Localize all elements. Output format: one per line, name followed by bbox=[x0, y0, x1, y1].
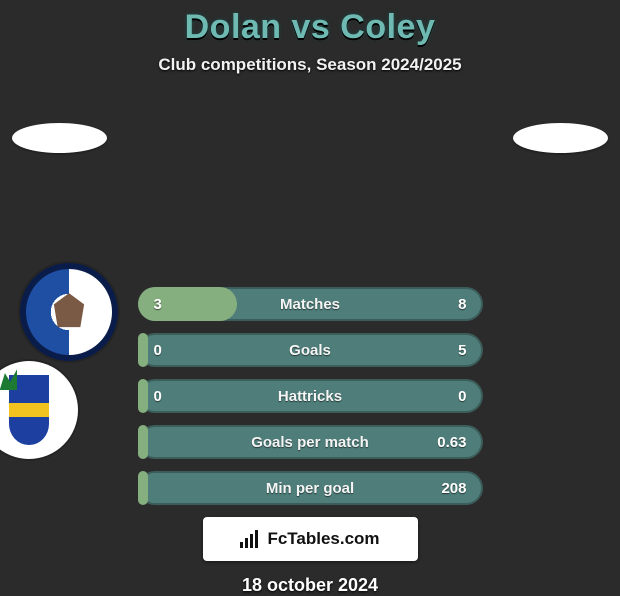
comparison-card: Dolan vs Coley Club competitions, Season… bbox=[0, 0, 620, 596]
stat-value-right: 0 bbox=[458, 388, 466, 405]
date-label: 18 october 2024 bbox=[0, 575, 620, 596]
branding-box: FcTables.com bbox=[203, 517, 418, 561]
stat-value-right: 0.63 bbox=[437, 434, 466, 451]
club-badge-right bbox=[0, 361, 78, 459]
stat-label: Goals per match bbox=[140, 434, 481, 451]
player-photo-placeholder-right bbox=[513, 123, 608, 153]
stat-value-right: 8 bbox=[458, 296, 466, 313]
stat-row: 0Hattricks0 bbox=[138, 379, 483, 413]
stat-value-right: 208 bbox=[441, 480, 466, 497]
stat-label: Min per goal bbox=[140, 480, 481, 497]
stat-row: Min per goal208 bbox=[138, 471, 483, 505]
stat-row: 3Matches8 bbox=[138, 287, 483, 321]
stat-row: Goals per match0.63 bbox=[138, 425, 483, 459]
club-badge-left bbox=[20, 263, 118, 361]
subtitle: Club competitions, Season 2024/2025 bbox=[0, 55, 620, 75]
player-photo-placeholder-left bbox=[12, 123, 107, 153]
stat-label: Hattricks bbox=[140, 388, 481, 405]
stat-value-right: 5 bbox=[458, 342, 466, 359]
stat-label: Goals bbox=[140, 342, 481, 359]
stats-rows: 3Matches80Goals50Hattricks0Goals per mat… bbox=[138, 287, 483, 505]
bar-chart-icon bbox=[240, 530, 262, 548]
stat-row: 0Goals5 bbox=[138, 333, 483, 367]
branding-text: FcTables.com bbox=[267, 529, 379, 549]
page-title: Dolan vs Coley bbox=[0, 8, 620, 47]
stat-label: Matches bbox=[140, 296, 481, 313]
